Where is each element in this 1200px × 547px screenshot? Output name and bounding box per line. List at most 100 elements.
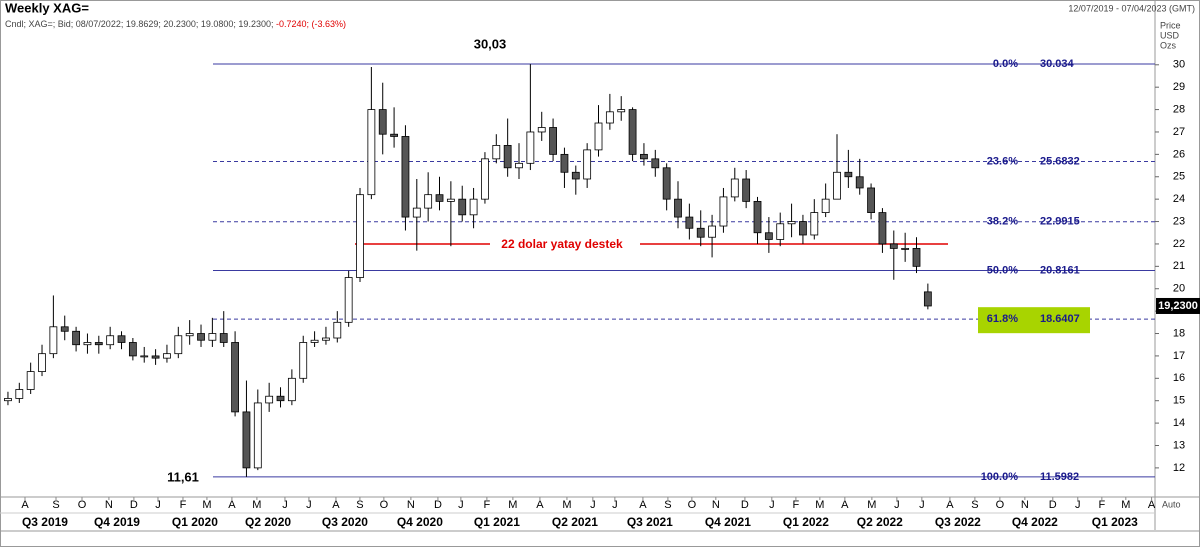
fib-percent: 61.8% [987,313,1018,325]
change: -0.7240; (-3.63%) [276,19,346,29]
y-tick-label: 27 [1173,126,1185,138]
candle-body [83,342,92,346]
candle-body [776,223,785,240]
candle-body [492,145,501,160]
x-tick-label: M [562,499,571,511]
x-tick-label: J [1075,499,1081,511]
y-tick-label: 24 [1173,193,1185,205]
y-tick-label: 16 [1173,372,1185,384]
candle-body [594,122,603,151]
auto-label: Auto [1162,499,1181,509]
quarter-label: Q3 2022 [935,515,981,529]
x-tick-label: S [664,499,671,511]
candle-body [867,187,875,213]
candle-body [753,200,762,234]
x-tick-label: D [1049,499,1057,511]
candle-body [378,109,387,135]
quarter-label: Q2 2022 [857,515,903,529]
fib-percent: 38.2% [987,216,1018,228]
y-tick-label: 26 [1173,148,1185,160]
candle-body [923,291,932,307]
price-tag-label: 19,2300 [1158,300,1198,312]
candle-body [265,395,274,404]
candle-body [560,153,569,173]
quarter-label: Q1 2023 [1092,515,1138,529]
x-tick-label: O [380,499,389,511]
fib-value: 22.9915 [1040,216,1080,228]
candle-body [140,355,149,358]
candle-body [515,162,523,169]
candle-body [128,342,137,357]
candle-body [117,335,126,343]
candle-body [537,127,546,133]
candle-body [901,248,910,250]
quarter-label: Q2 2020 [245,515,291,529]
y-tick-label: 23 [1173,215,1185,227]
x-tick-label: O [996,499,1005,511]
candle-body [106,335,115,346]
candle-body [151,355,160,359]
x-tick-label: S [52,499,59,511]
x-tick-label: A [946,499,954,511]
candle-body [458,198,467,216]
x-tick-label: M [508,499,517,511]
y-tick-label: 13 [1173,439,1185,451]
candle-body [299,342,308,379]
x-tick-label: A [841,499,849,511]
candle-body [26,371,35,390]
x-tick-label: D [130,499,138,511]
candle-body [60,326,69,332]
candle-body [696,227,705,238]
y-tick-label: 15 [1173,395,1185,407]
x-tick-label: M [252,499,261,511]
x-tick-label: M [815,499,824,511]
x-tick-label: F [793,499,800,511]
candle-body [390,133,398,137]
candle-body [605,111,614,124]
x-tick-label: N [1021,499,1029,511]
annotation: 30,03 [474,36,507,51]
y-tick-label: 22 [1173,238,1185,250]
x-tick-label: J [612,499,618,511]
candle-body [49,326,58,355]
x-tick-label: F [484,499,491,511]
candle-body [242,411,251,469]
x-tick-label: A [639,499,647,511]
x-tick-label: J [894,499,900,511]
y-tick-label: 18 [1173,327,1185,339]
quarter-label: Q1 2020 [172,515,218,529]
x-tick-label: S [971,499,978,511]
x-tick-label: N [105,499,113,511]
candle-body [662,167,671,200]
candle-body [322,337,330,341]
x-tick-label: M [867,499,876,511]
candle-body [799,221,807,236]
x-tick-label: O [78,499,87,511]
candle-body [38,353,46,372]
fib-value: 25.6832 [1040,155,1080,167]
fib-value: 20.8161 [1040,264,1080,276]
price-tag [1156,297,1200,314]
candle-body [185,333,194,337]
x-tick-label: A [228,499,236,511]
candle-body [787,221,796,225]
y-tick-label: 29 [1173,81,1185,93]
x-tick-label: J [458,499,464,511]
candle-body [253,402,262,469]
axis-label: USD [1160,30,1180,40]
candle-body [367,109,376,196]
x-tick-label: J [590,499,596,511]
x-tick-label: D [741,499,749,511]
candle-body [333,321,342,339]
candle-body [628,109,637,155]
candle-body [719,196,728,227]
candle-body [481,158,489,200]
candle-body [549,127,557,155]
x-tick-label: J [769,499,775,511]
candle-body [730,178,739,198]
candle-body [163,353,171,359]
chart-title: Weekly XAG= [5,0,89,15]
fib-percent: 0.0% [993,58,1018,70]
